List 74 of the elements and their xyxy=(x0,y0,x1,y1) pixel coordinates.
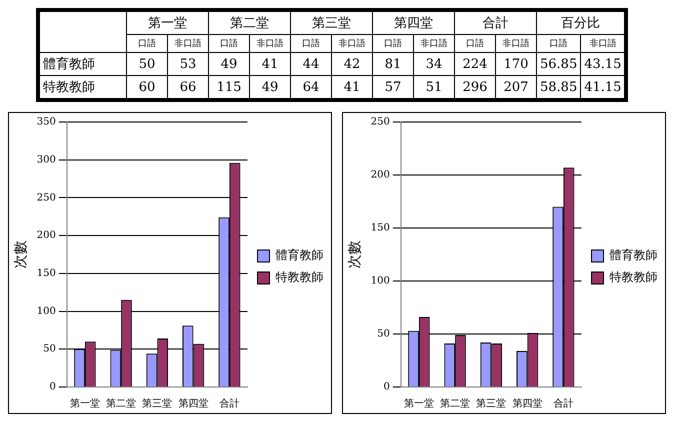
y-tick-label: 100 xyxy=(370,276,390,287)
text: 特教教師 xyxy=(40,76,126,98)
x-tick-label: 第二堂 xyxy=(440,398,470,410)
legend-label: 特教教師 xyxy=(610,270,658,284)
text: 體育教師 xyxy=(40,52,126,76)
y-tick-label: 250 xyxy=(36,192,56,204)
category-label: 口語 xyxy=(536,34,581,52)
data-label: 57 xyxy=(372,76,414,98)
category-label: 非口語 xyxy=(496,34,536,52)
legend-label: 體育教師 xyxy=(276,248,324,262)
category-label: 口語 xyxy=(126,34,168,52)
text: 第一堂 xyxy=(126,12,208,34)
y-tick-label: 150 xyxy=(370,222,390,234)
x-tick-label: 第四堂 xyxy=(512,398,542,410)
y-axis-title: 次數 xyxy=(13,240,30,268)
x-tick-label: 第二堂 xyxy=(106,398,136,410)
category-label: 口語 xyxy=(372,34,414,52)
data-label: 115 xyxy=(208,76,250,98)
data-label: 41.15 xyxy=(580,76,625,98)
text: 第二堂 xyxy=(208,12,290,34)
data-label: 53 xyxy=(168,52,208,76)
y-tick-label: 200 xyxy=(370,170,390,181)
data-label: 296 xyxy=(454,76,496,98)
x-tick-label: 第一堂 xyxy=(70,398,100,410)
y-tick-label: 250 xyxy=(370,116,390,128)
data-label: 56.85 xyxy=(536,52,581,76)
y-axis-title: 次數 xyxy=(347,240,364,268)
data-label: 58.85 xyxy=(536,76,581,98)
x-tick-label: 第四堂 xyxy=(178,398,208,410)
legend-label: 體育教師 xyxy=(610,248,658,262)
data-label: 42 xyxy=(332,52,372,76)
y-tick-label: 300 xyxy=(36,154,56,166)
data-label: 34 xyxy=(414,52,454,76)
data-label: 44 xyxy=(290,52,332,76)
data-label: 224 xyxy=(454,52,496,76)
data-label: 41 xyxy=(332,76,372,98)
data-label: 41 xyxy=(250,52,290,76)
data-label: 81 xyxy=(372,52,414,76)
data-label: 207 xyxy=(496,76,536,98)
x-tick-label: 第三堂 xyxy=(142,398,172,410)
category-label: 口語 xyxy=(208,34,250,52)
y-tick-label: 350 xyxy=(36,116,56,128)
x-tick-label: 第三堂 xyxy=(476,398,506,410)
data-label: 66 xyxy=(168,76,208,98)
data-label: 64 xyxy=(290,76,332,98)
y-tick-label: 150 xyxy=(36,268,56,280)
y-tick-label: 0 xyxy=(384,382,390,393)
category-label: 口語 xyxy=(290,34,332,52)
y-tick-label: 0 xyxy=(50,382,56,393)
text: 合計 xyxy=(454,12,536,34)
category-label: 非口語 xyxy=(414,34,454,52)
data-label: 60 xyxy=(126,76,168,98)
data-label: 51 xyxy=(414,76,454,98)
text: 百分比 xyxy=(536,12,625,34)
data-label: 49 xyxy=(250,76,290,98)
y-tick-label: 50 xyxy=(43,344,56,355)
category-label: 口語 xyxy=(454,34,496,52)
y-tick-label: 50 xyxy=(377,328,390,340)
y-tick-label: 100 xyxy=(36,306,56,317)
legend-label: 特教教師 xyxy=(276,270,324,284)
x-tick-label: 第一堂 xyxy=(404,398,434,410)
x-tick-label: 合計 xyxy=(219,398,240,410)
x-tick-label: 合計 xyxy=(553,398,574,410)
category-label: 非口語 xyxy=(332,34,372,52)
text: 第三堂 xyxy=(290,12,372,34)
category-label: 非口語 xyxy=(250,34,290,52)
data-label: 43.15 xyxy=(580,52,625,76)
data-label: 49 xyxy=(208,52,250,76)
data-label: 170 xyxy=(496,52,536,76)
y-tick-label: 200 xyxy=(36,230,56,242)
category-label: 非口語 xyxy=(580,34,625,52)
data-label: 50 xyxy=(126,52,168,76)
category-label: 非口語 xyxy=(168,34,208,52)
text: 第四堂 xyxy=(372,12,454,34)
